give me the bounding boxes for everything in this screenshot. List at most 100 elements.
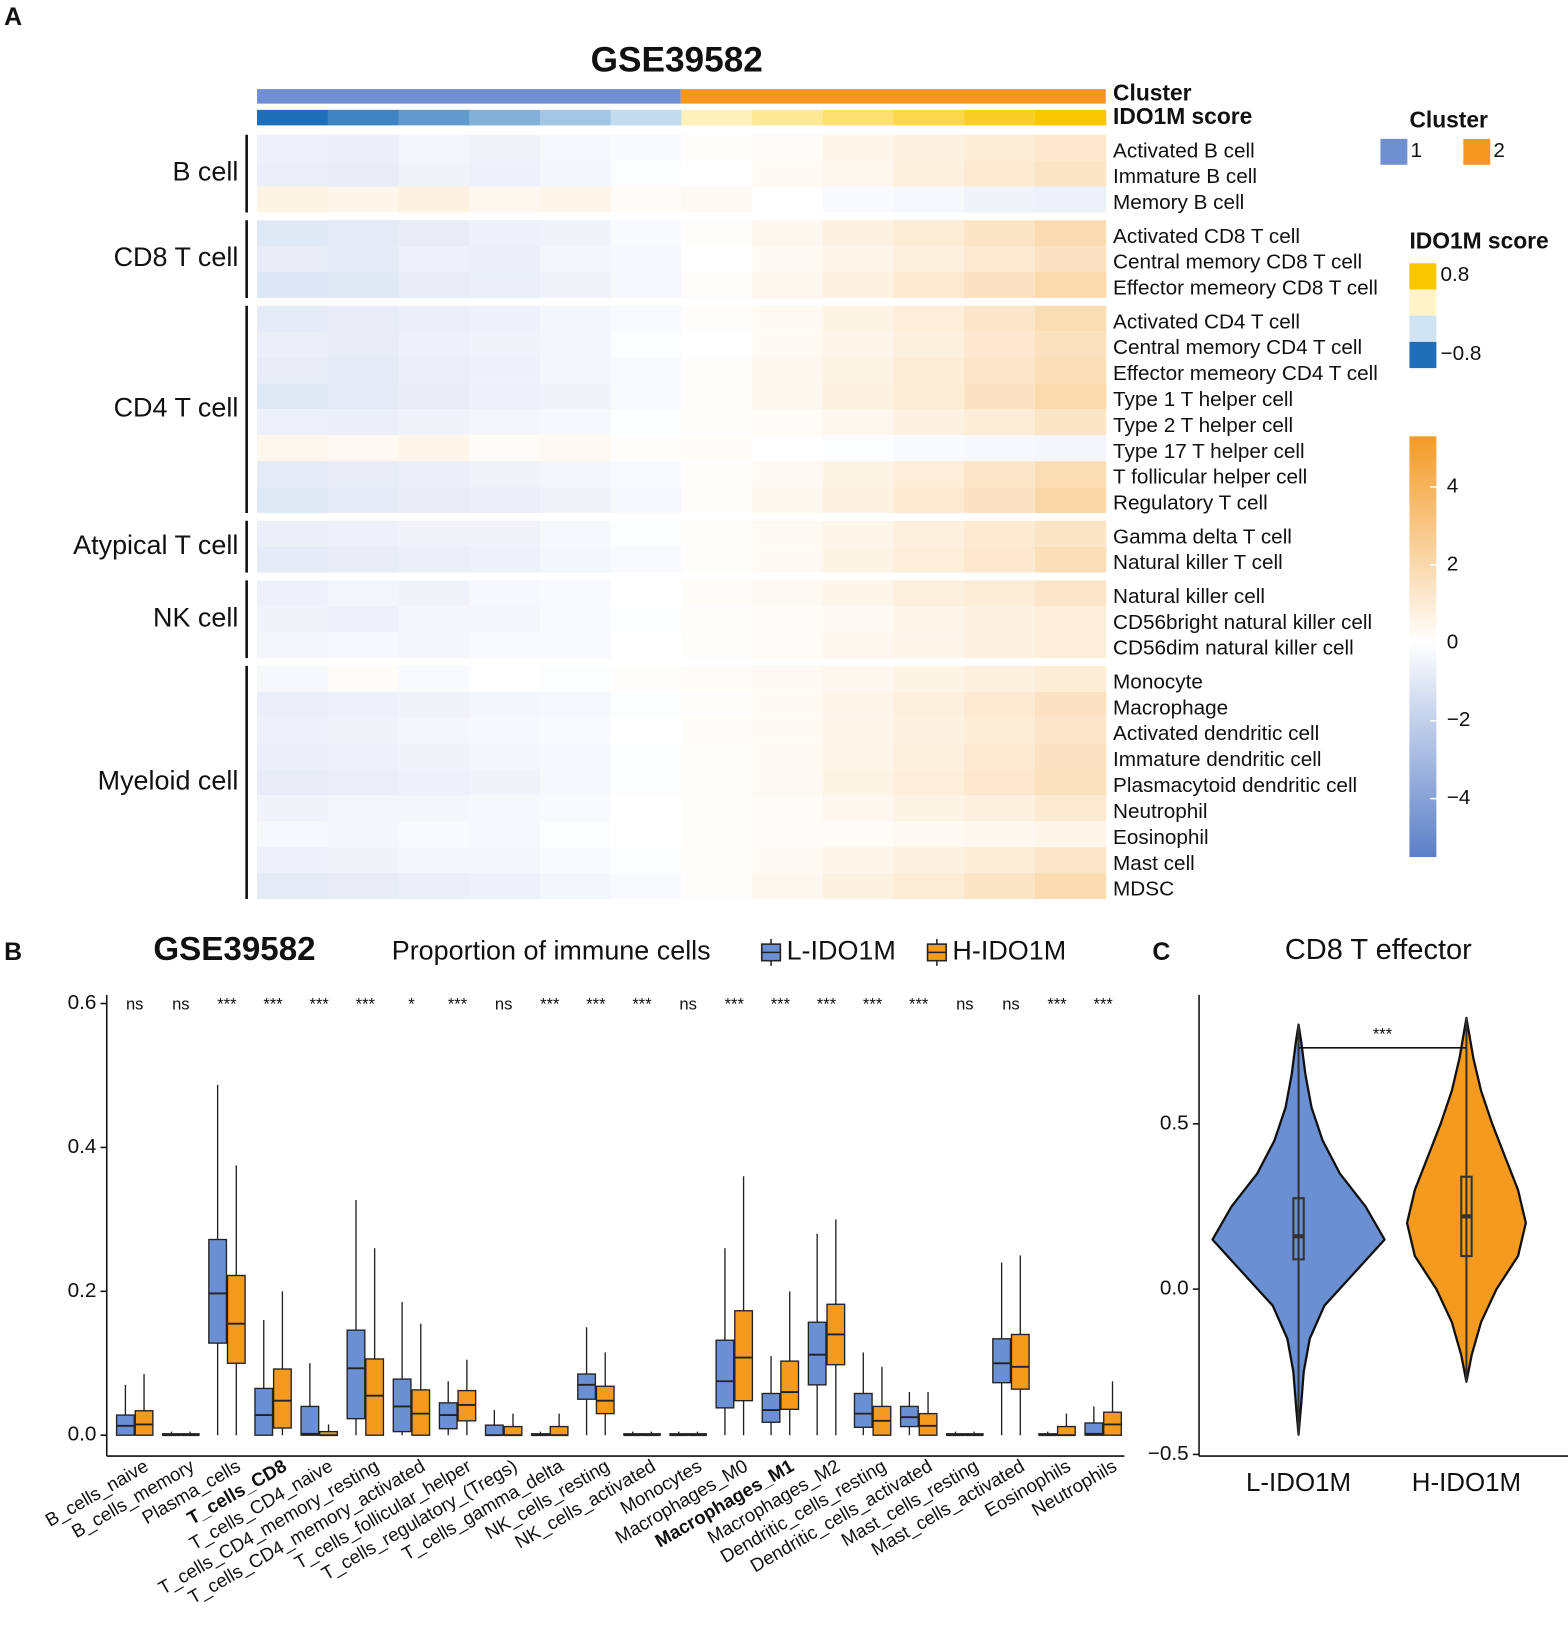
- row-label: Mast cell: [1113, 852, 1195, 875]
- heatmap-cell: [398, 220, 470, 247]
- heatmap-cell: [893, 409, 965, 436]
- y-tick-label: 0.2: [68, 1279, 97, 1302]
- heatmap-cell: [681, 461, 753, 488]
- heatmap-cell: [257, 305, 329, 332]
- heatmap-cell: [964, 160, 1036, 187]
- heatmap-cell: [681, 186, 753, 213]
- heatmap-cell: [398, 305, 470, 332]
- heatmap-cell: [964, 272, 1036, 298]
- heatmap-cell: [610, 409, 682, 436]
- heatmap-cell: [257, 220, 329, 247]
- heatmap-cell: [327, 769, 399, 796]
- heatmap-cell: [469, 546, 541, 573]
- box: [992, 1338, 1012, 1384]
- row-label: Immature dendritic cell: [1113, 748, 1321, 771]
- heatmap-cell: [327, 580, 399, 607]
- legend-label: 2: [1493, 139, 1505, 162]
- significance-label: ns: [1002, 995, 1020, 1014]
- heatmap-cell: [257, 272, 329, 298]
- heatmap-cell: [964, 461, 1036, 488]
- score-bar: [681, 109, 753, 126]
- row-label: Activated dendritic cell: [1113, 722, 1319, 745]
- box: [577, 1373, 597, 1400]
- heatmap-cell: [257, 383, 329, 410]
- significance-label: ***: [1047, 995, 1067, 1014]
- heatmap-cell: [964, 665, 1036, 692]
- legend-swatch: [1409, 263, 1437, 290]
- heatmap-cell: [469, 847, 541, 874]
- box-title: GSE39582: [153, 931, 315, 968]
- heatmap-cell: [822, 691, 895, 718]
- heatmap-cell: [257, 769, 329, 796]
- heatmap-cell: [610, 383, 682, 410]
- heatmap-cell: [539, 246, 612, 273]
- heatmap-cell: [681, 847, 753, 874]
- box: [780, 1360, 800, 1410]
- heatmap-cell: [822, 821, 895, 848]
- heatmap-cell: [752, 632, 824, 659]
- heatmap-cell: [398, 272, 470, 298]
- heatmap-cell: [752, 769, 824, 796]
- panel-letter: A: [4, 3, 22, 31]
- heatmap-cell: [964, 409, 1036, 436]
- heatmap-cell: [398, 186, 470, 213]
- heatmap-cell: [1035, 186, 1107, 213]
- box: [346, 1329, 366, 1420]
- heatmap-cell: [539, 305, 612, 332]
- heatmap-cell: [822, 546, 895, 573]
- heatmap-cell: [398, 606, 470, 633]
- heatmap-cell: [610, 546, 682, 573]
- box: [549, 1425, 569, 1436]
- heatmap-cell: [539, 769, 612, 796]
- heatmap-cell: [1035, 409, 1107, 436]
- legend-label: L-IDO1M: [787, 936, 896, 966]
- heatmap-cell: [327, 606, 399, 633]
- heatmap-cell: [681, 769, 753, 796]
- heatmap-cell: [893, 305, 965, 332]
- heatmap-cell: [539, 357, 612, 384]
- heatmap-cell: [469, 220, 541, 247]
- heatmap-cell: [469, 717, 541, 744]
- heatmap-cell: [681, 305, 753, 332]
- heatmap-cell: [469, 331, 541, 358]
- heatmap-cell: [539, 435, 612, 462]
- heatmap-cell: [964, 795, 1036, 822]
- heatmap-cell: [539, 795, 612, 822]
- row-label: Regulatory T cell: [1113, 492, 1268, 515]
- heatmap-cell: [752, 487, 824, 513]
- heatmap-cell: [469, 795, 541, 822]
- box: [1084, 1422, 1104, 1436]
- heatmap-cell: [539, 409, 612, 436]
- heatmap-cell: [398, 409, 470, 436]
- heatmap-cell: [327, 821, 399, 848]
- heatmap-cell: [681, 717, 753, 744]
- heatmap-cell: [1035, 580, 1107, 607]
- box: [134, 1410, 154, 1436]
- legend-label: 0.8: [1441, 263, 1470, 286]
- heatmap-cell: [539, 383, 612, 410]
- heatmap-cell: [1035, 246, 1107, 273]
- heatmap-cell: [752, 246, 824, 273]
- heatmap-cell: [539, 821, 612, 848]
- heatmap-cell: [398, 383, 470, 410]
- heatmap-cell: [893, 717, 965, 744]
- heatmap-cell: [964, 487, 1036, 513]
- heatmap-cell: [398, 665, 470, 692]
- heatmap-cell: [681, 220, 753, 247]
- heatmap-cell: [610, 272, 682, 298]
- heatmap-cell: [398, 821, 470, 848]
- heatmap-cell: [822, 357, 895, 384]
- heatmap-cell: [822, 461, 895, 488]
- row-label: Neutrophil: [1113, 800, 1207, 823]
- y-tick-label: 0.0: [1160, 1277, 1189, 1300]
- heatmap-cell: [398, 546, 470, 573]
- heatmap-cell: [539, 487, 612, 513]
- heatmap-cell: [893, 487, 965, 513]
- significance-label: ns: [956, 995, 974, 1014]
- heatmap-cell: [469, 409, 541, 436]
- row-label: CD56dim natural killer cell: [1113, 637, 1354, 660]
- heatmap-cell: [257, 717, 329, 744]
- score-bar: [822, 109, 895, 126]
- score-bar: [539, 109, 612, 126]
- heatmap-cell: [822, 743, 895, 770]
